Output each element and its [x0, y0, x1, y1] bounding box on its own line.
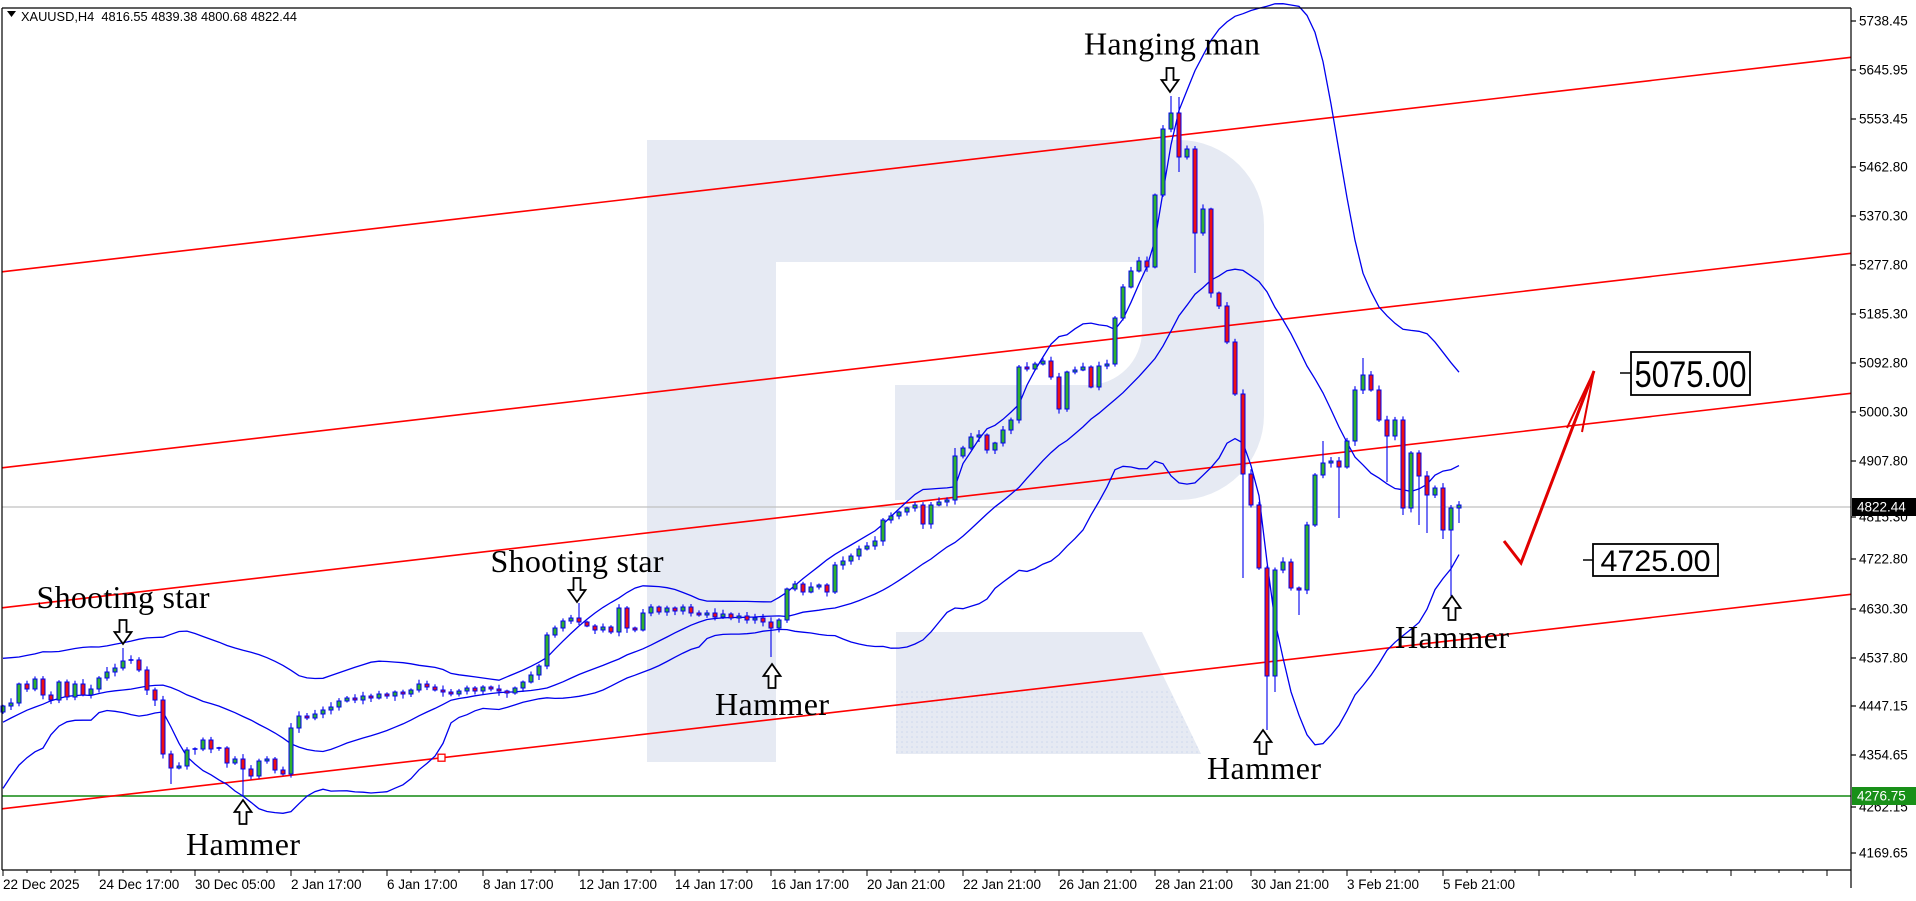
svg-text:Shooting star: Shooting star: [491, 543, 664, 579]
svg-text:22 Jan 21:00: 22 Jan 21:00: [963, 877, 1041, 892]
svg-text:20 Jan 21:00: 20 Jan 21:00: [867, 877, 945, 892]
svg-text:5370.30: 5370.30: [1859, 209, 1908, 224]
svg-text:4725.00: 4725.00: [1601, 545, 1711, 578]
svg-text:4354.65: 4354.65: [1859, 748, 1908, 763]
svg-text:22 Dec 2025: 22 Dec 2025: [3, 877, 80, 892]
svg-text:4169.65: 4169.65: [1859, 846, 1908, 861]
svg-text:XAUUSD,H4 4816.55 4839.38 480: XAUUSD,H4 4816.55 4839.38 4800.68 4822.4…: [21, 9, 297, 24]
svg-text:30 Dec 05:00: 30 Dec 05:00: [195, 877, 275, 892]
svg-text:5462.80: 5462.80: [1859, 160, 1908, 175]
svg-text:Hammer: Hammer: [1395, 619, 1509, 655]
svg-text:4822.44: 4822.44: [1857, 500, 1906, 515]
svg-text:5075.00: 5075.00: [1635, 354, 1747, 395]
svg-text:26 Jan 21:00: 26 Jan 21:00: [1059, 877, 1137, 892]
svg-text:5 Feb 21:00: 5 Feb 21:00: [1443, 877, 1515, 892]
svg-text:5645.95: 5645.95: [1859, 63, 1908, 78]
svg-text:5092.80: 5092.80: [1859, 356, 1908, 371]
svg-text:3 Feb 21:00: 3 Feb 21:00: [1347, 877, 1419, 892]
svg-text:4630.30: 4630.30: [1859, 602, 1908, 617]
svg-text:6 Jan 17:00: 6 Jan 17:00: [387, 877, 458, 892]
svg-text:Hammer: Hammer: [1207, 750, 1321, 786]
svg-text:Hammer: Hammer: [186, 826, 300, 862]
svg-text:4907.80: 4907.80: [1859, 454, 1908, 469]
svg-text:Hanging man: Hanging man: [1084, 26, 1260, 62]
svg-text:5185.30: 5185.30: [1859, 307, 1908, 322]
svg-text:Hammer: Hammer: [715, 686, 829, 722]
svg-text:24 Dec 17:00: 24 Dec 17:00: [99, 877, 179, 892]
svg-text:12 Jan 17:00: 12 Jan 17:00: [579, 877, 657, 892]
svg-text:30 Jan 21:00: 30 Jan 21:00: [1251, 877, 1329, 892]
svg-text:28 Jan 21:00: 28 Jan 21:00: [1155, 877, 1233, 892]
svg-text:5553.45: 5553.45: [1859, 112, 1908, 127]
svg-text:5000.30: 5000.30: [1859, 405, 1908, 420]
svg-text:4447.15: 4447.15: [1859, 699, 1908, 714]
svg-text:16 Jan 17:00: 16 Jan 17:00: [771, 877, 849, 892]
svg-text:4276.75: 4276.75: [1857, 789, 1906, 804]
svg-text:14 Jan 17:00: 14 Jan 17:00: [675, 877, 753, 892]
svg-text:4537.80: 4537.80: [1859, 651, 1908, 666]
svg-text:Shooting star: Shooting star: [37, 579, 210, 615]
svg-text:5738.45: 5738.45: [1859, 14, 1908, 29]
svg-text:2 Jan 17:00: 2 Jan 17:00: [291, 877, 362, 892]
svg-text:4722.80: 4722.80: [1859, 552, 1908, 567]
svg-text:8 Jan 17:00: 8 Jan 17:00: [483, 877, 554, 892]
svg-text:5277.80: 5277.80: [1859, 258, 1908, 273]
